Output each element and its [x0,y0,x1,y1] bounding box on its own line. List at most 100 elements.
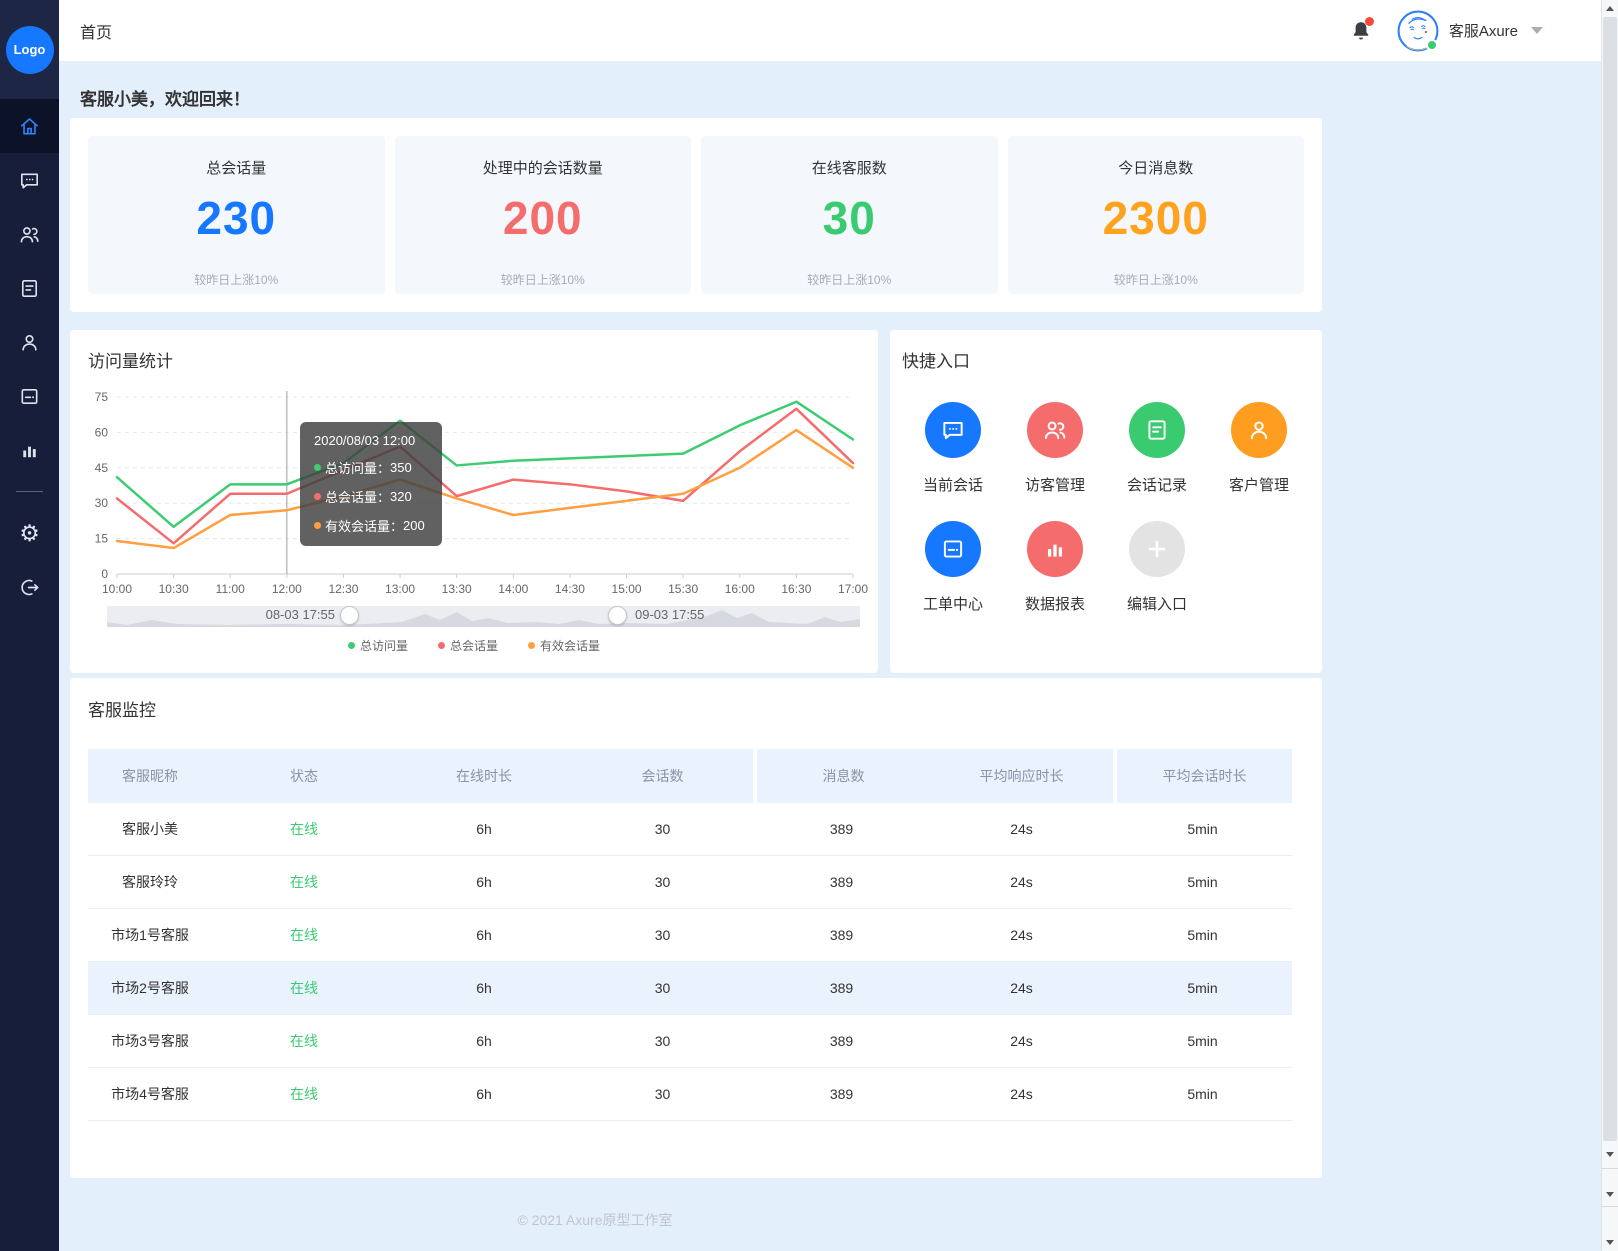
table-row[interactable]: 客服玲玲 在线 6h 30 389 24s 5min [88,856,1292,909]
sidebar-item-documents[interactable] [0,261,59,315]
sidebar-divider [16,491,43,492]
sidebar-item-messages[interactable] [0,153,59,207]
svg-text:14:00: 14:00 [498,582,528,596]
scroll-up-button[interactable] [1602,0,1618,17]
svg-text:60: 60 [95,425,109,439]
legend-item[interactable]: 有效会话量 [528,637,600,654]
table-row[interactable]: 市场3号客服 在线 6h 30 389 24s 5min [88,1015,1292,1068]
chart-tooltip: 2020/08/03 12:00 总访问量： 350 总会话量： 320 有效会话量… [300,422,442,546]
stat-value: 200 [502,192,583,244]
scroll-thumb[interactable] [1603,17,1617,1141]
sidebar-item-forms[interactable] [0,369,59,423]
svg-text:12:00: 12:00 [272,582,302,596]
svg-text:14:30: 14:30 [555,582,585,596]
stat-value: 230 [196,192,277,244]
table-row[interactable]: 市场4号客服 在线 6h 30 389 24s 5min [88,1068,1292,1121]
quick-entry-panel: 快捷入口 当前会话 [890,330,1322,673]
stat-card-online-agents: 在线客服数 30 较昨日上涨10% [701,136,998,294]
status-badge: 在线 [290,874,318,890]
scroll-down-button[interactable] [1602,1186,1618,1203]
document-icon [21,279,38,297]
vertical-scrollbar[interactable] [1601,0,1618,1251]
sidebar: Logo ⚙ [0,0,59,1251]
svg-text:11:00: 11:00 [216,582,245,596]
statistics-icon [23,446,36,457]
table-row[interactable]: 客服小美 在线 6h 30 389 24s 5min [88,803,1292,856]
quick-entry-edit[interactable]: 编辑入口 [1106,521,1208,614]
svg-text:10:00: 10:00 [102,582,132,596]
record-icon [1148,420,1166,440]
datazoom-end-label: 09-03 17:55 [635,607,705,622]
copyright-footer: © 2021 Axure原型工作室 [517,1212,673,1228]
quick-entry-visitor-management[interactable]: 访客管理 [1004,402,1106,495]
status-badge: 在线 [290,927,318,943]
status-badge: 在线 [290,1086,318,1102]
status-badge: 在线 [290,1033,318,1049]
svg-text:15:00: 15:00 [612,582,642,596]
datazoom-start-handle[interactable] [340,606,359,625]
series-dot [314,464,321,471]
scroll-down-button[interactable] [1602,1146,1618,1163]
svg-text:17:00: 17:00 [838,582,868,596]
svg-text:13:00: 13:00 [385,582,415,596]
customer-icon [1250,421,1268,440]
bell-icon [1353,21,1369,39]
table-row[interactable]: 市场1号客服 在线 6h 30 389 24s 5min [88,909,1292,962]
sidebar-item-home[interactable] [0,99,59,153]
svg-text:12:30: 12:30 [328,582,358,596]
chart-legend: 总访问量 总会话量 有效会话量 [70,637,878,654]
logout-icon [21,579,39,595]
svg-text:13:30: 13:30 [442,582,472,596]
svg-text:15:30: 15:30 [668,582,698,596]
sidebar-item-contacts[interactable] [0,207,59,261]
online-status-dot [1425,38,1438,51]
quick-entry-data-reports[interactable]: 数据报表 [1004,521,1106,614]
quick-entry-current-sessions[interactable]: 当前会话 [902,402,1004,495]
table-header: 客服昵称 状态 在线时长 会话数 消息数 平均响应时长 平均会话时长 [88,749,1292,803]
scroll-down-button[interactable] [1602,1234,1618,1251]
chevron-down-icon [1531,27,1543,34]
quick-entry-ticket-center[interactable]: 工单中心 [902,521,1004,614]
svg-text:75: 75 [95,390,109,404]
stat-card-total-sessions: 总会话量 230 较昨日上涨10% [88,136,385,294]
datazoom-slider[interactable]: 08-03 17:55 09-03 17:55 [107,606,860,627]
user-icon [22,334,37,351]
svg-text:16:30: 16:30 [781,582,811,596]
top-header: 首页 [59,0,1601,61]
svg-text:15: 15 [95,532,109,546]
notifications-button[interactable] [1349,16,1374,43]
user-menu[interactable]: 客服Axure [1397,10,1543,52]
main-content: 客服小美，欢迎回来！ 总会话量 230 较昨日上涨10% 处理中的会话数量 20… [59,61,1601,1251]
datazoom-start-label: 08-03 17:55 [265,607,335,622]
stat-card-processing-sessions: 处理中的会话数量 200 较昨日上涨10% [394,136,691,294]
legend-item[interactable]: 总访问量 [347,637,408,654]
notification-badge [1364,16,1374,26]
logo: Logo [5,25,54,74]
svg-text:10:30: 10:30 [159,582,189,596]
status-badge: 在线 [290,821,318,837]
panel-title: 访问量统计 [88,352,173,371]
stat-card-today-messages: 今日消息数 2300 较昨日上涨10% [1007,136,1304,294]
chat-icon [943,421,963,440]
stat-value: 2300 [1102,192,1209,244]
messages-icon [21,172,38,189]
visit-line-chart[interactable]: 0 15 30 45 60 75 10:00 10:30 11:00 12:00 12:30 13:0… [70,385,878,602]
legend-item[interactable]: 总会话量 [437,637,498,654]
stat-value: 30 [822,192,876,244]
sidebar-item-statistics[interactable] [0,423,59,477]
sidebar-item-settings[interactable]: ⚙ [0,506,59,560]
home-icon [21,117,38,135]
stats-panel: 总会话量 230 较昨日上涨10% 处理中的会话数量 200 较昨日上涨10% … [70,118,1322,312]
sidebar-item-profile[interactable] [0,315,59,369]
panel-title: 快捷入口 [902,352,970,371]
visitors-icon [1044,421,1066,440]
breadcrumb: 首页 [80,24,113,42]
sidebar-item-logout[interactable] [0,560,59,614]
table-row-highlighted[interactable]: 市场2号客服 在线 6h 30 389 24s 5min [88,962,1292,1015]
svg-text:0: 0 [101,567,108,581]
datazoom-end-handle[interactable] [608,606,627,625]
agent-monitor-panel: 客服监控 客服昵称 状态 在线时长 会话数 消息数 平均响应时长 平均会话时长 … [70,678,1322,1178]
visit-statistics-panel: 访问量统计 0 15 30 45 60 75 10:00 10:30 11:00 12:00 12:… [70,330,878,673]
quick-entry-customer-management[interactable]: 客户管理 [1208,402,1310,495]
quick-entry-session-records[interactable]: 会话记录 [1106,402,1208,495]
